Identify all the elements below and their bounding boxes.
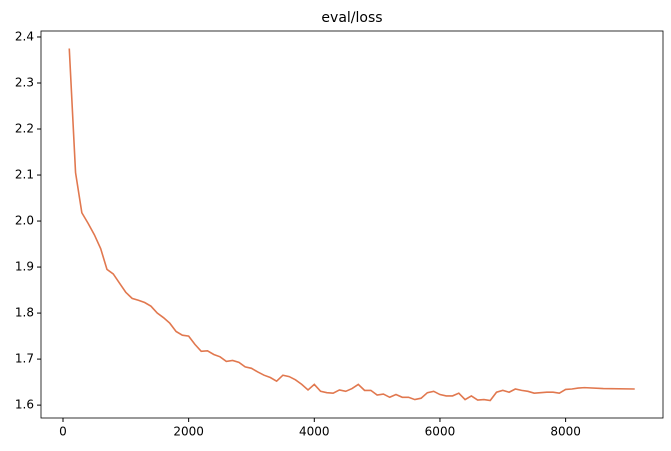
plot-frame [40, 30, 664, 419]
y-tick-label: 2.0 [15, 214, 34, 228]
y-tick-label: 2.3 [15, 75, 34, 89]
x-tick-label: 2000 [173, 425, 204, 439]
y-tick-label: 1.7 [15, 352, 34, 366]
y-tick-label: 1.8 [15, 306, 34, 320]
y-tick-label: 2.4 [15, 29, 34, 43]
y-tick-label: 2.2 [15, 122, 34, 136]
line-series [68, 48, 635, 402]
x-tick-label: 4000 [299, 425, 330, 439]
y-tick-label: 1.6 [15, 398, 34, 412]
y-tick-label: 1.9 [15, 260, 34, 274]
chart-title: eval/loss [321, 10, 382, 26]
x-tick-label: 0 [59, 425, 67, 439]
y-tick-label: 2.1 [15, 168, 34, 182]
x-tick-label: 8000 [550, 425, 581, 439]
x-tick-label: 6000 [425, 425, 456, 439]
